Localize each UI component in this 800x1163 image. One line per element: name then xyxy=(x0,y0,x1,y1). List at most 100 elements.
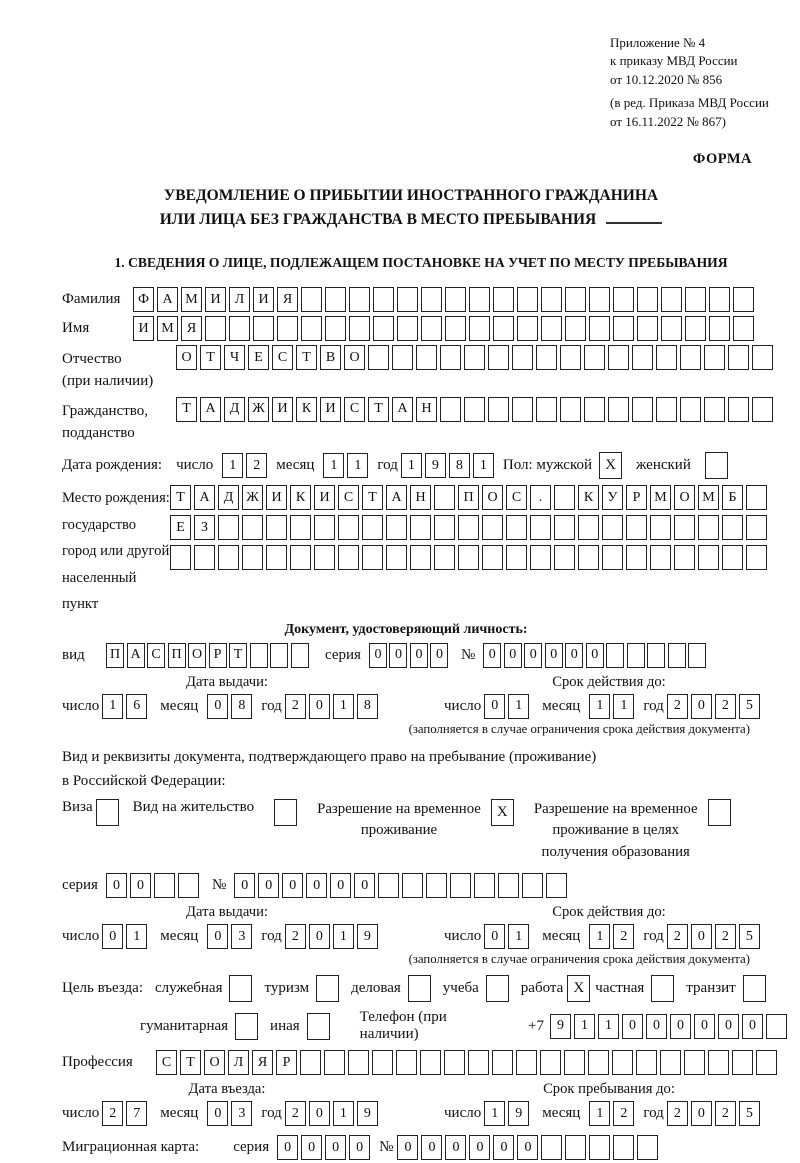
char-cell[interactable] xyxy=(698,545,719,571)
char-cell[interactable] xyxy=(565,287,586,313)
char-cell[interactable]: 0 xyxy=(207,693,229,719)
char-cell[interactable] xyxy=(685,287,706,313)
char-cell[interactable]: Д xyxy=(218,485,239,511)
char-cell[interactable]: 9 xyxy=(550,1013,571,1039)
char-cell[interactable] xyxy=(266,545,287,571)
char-cell[interactable]: 2 xyxy=(666,693,688,719)
char-cell[interactable]: 1 xyxy=(323,453,345,479)
char-cell[interactable]: 0 xyxy=(301,1135,323,1161)
char-cell[interactable] xyxy=(626,642,645,668)
char-cell[interactable]: Е xyxy=(170,515,191,541)
char-cell[interactable]: 9 xyxy=(424,453,446,479)
char-cell[interactable] xyxy=(589,316,610,342)
char-cell[interactable]: А xyxy=(386,485,407,511)
char-cell[interactable] xyxy=(338,545,359,571)
char-cell[interactable] xyxy=(512,345,533,371)
char-cell[interactable] xyxy=(458,545,479,571)
char-cell[interactable] xyxy=(674,515,695,541)
purpose-chastnaya-checkbox[interactable] xyxy=(651,975,675,1003)
char-cell[interactable] xyxy=(290,545,311,571)
char-cell[interactable] xyxy=(445,316,466,342)
char-cell[interactable] xyxy=(588,1050,609,1076)
char-cell[interactable]: П xyxy=(458,485,479,511)
char-cell[interactable] xyxy=(541,1135,563,1161)
char-cell[interactable]: Ж xyxy=(248,396,269,422)
char-cell[interactable] xyxy=(416,345,437,371)
char-cell[interactable]: А xyxy=(200,396,221,422)
char-cell[interactable] xyxy=(372,1050,393,1076)
char-cell[interactable] xyxy=(589,1135,611,1161)
purpose-delovaya-checkbox[interactable] xyxy=(407,975,431,1003)
char-cell[interactable]: 0 xyxy=(308,1101,330,1127)
char-cell[interactable]: 1 xyxy=(102,693,124,719)
char-cell[interactable] xyxy=(218,545,239,571)
char-cell[interactable] xyxy=(434,485,455,511)
char-cell[interactable]: 0 xyxy=(718,1013,739,1039)
char-cell[interactable]: 0 xyxy=(430,642,449,668)
char-cell[interactable]: 0 xyxy=(690,1101,712,1127)
char-cell[interactable] xyxy=(680,396,701,422)
purpose-gumanitarnaya-checkbox[interactable] xyxy=(235,1012,259,1040)
char-cell[interactable] xyxy=(338,515,359,541)
char-cell[interactable]: В xyxy=(320,345,341,371)
char-cell[interactable]: 2 xyxy=(613,1101,635,1127)
char-cell[interactable] xyxy=(493,316,514,342)
char-cell[interactable]: 0 xyxy=(207,1101,229,1127)
char-cell[interactable] xyxy=(632,345,653,371)
char-cell[interactable] xyxy=(421,287,442,313)
char-cell[interactable]: С xyxy=(272,345,293,371)
char-cell[interactable] xyxy=(177,873,199,899)
char-cell[interactable] xyxy=(530,515,551,541)
char-cell[interactable]: И xyxy=(253,287,274,313)
char-cell[interactable] xyxy=(709,287,730,313)
char-cell[interactable]: Б xyxy=(722,485,743,511)
char-cell[interactable]: С xyxy=(338,485,359,511)
char-cell[interactable] xyxy=(402,873,424,899)
char-cell[interactable]: 5 xyxy=(738,693,760,719)
char-cell[interactable] xyxy=(530,545,551,571)
char-cell[interactable] xyxy=(560,396,581,422)
char-cell[interactable]: Т xyxy=(368,396,389,422)
char-cell[interactable] xyxy=(746,485,767,511)
char-cell[interactable] xyxy=(589,287,610,313)
char-cell[interactable]: 0 xyxy=(484,693,506,719)
residence-permit-checkbox[interactable] xyxy=(274,798,298,826)
char-cell[interactable] xyxy=(434,515,455,541)
char-cell[interactable] xyxy=(698,515,719,541)
char-cell[interactable] xyxy=(516,1050,537,1076)
char-cell[interactable] xyxy=(410,545,431,571)
char-cell[interactable]: 0 xyxy=(670,1013,691,1039)
char-cell[interactable] xyxy=(613,316,634,342)
char-cell[interactable]: 0 xyxy=(622,1013,643,1039)
purpose-inaya-checkbox[interactable] xyxy=(306,1012,330,1040)
char-cell[interactable]: Т xyxy=(180,1050,201,1076)
char-cell[interactable]: 0 xyxy=(234,873,256,899)
char-cell[interactable]: П xyxy=(106,642,124,668)
char-cell[interactable] xyxy=(647,642,666,668)
char-cell[interactable]: 0 xyxy=(484,924,506,950)
char-cell[interactable]: И xyxy=(272,396,293,422)
char-cell[interactable]: 1 xyxy=(613,693,635,719)
char-cell[interactable] xyxy=(373,316,394,342)
char-cell[interactable]: Ч xyxy=(224,345,245,371)
char-cell[interactable]: М xyxy=(698,485,719,511)
char-cell[interactable]: О xyxy=(482,485,503,511)
char-cell[interactable]: И xyxy=(314,485,335,511)
char-cell[interactable] xyxy=(650,515,671,541)
char-cell[interactable]: А xyxy=(157,287,178,313)
char-cell[interactable] xyxy=(626,545,647,571)
char-cell[interactable]: 0 xyxy=(354,873,376,899)
char-cell[interactable] xyxy=(756,1050,777,1076)
char-cell[interactable]: 1 xyxy=(598,1013,619,1039)
char-cell[interactable] xyxy=(324,1050,345,1076)
female-checkbox[interactable] xyxy=(704,452,728,480)
char-cell[interactable] xyxy=(674,545,695,571)
char-cell[interactable] xyxy=(602,545,623,571)
char-cell[interactable] xyxy=(266,515,287,541)
char-cell[interactable] xyxy=(474,873,496,899)
char-cell[interactable] xyxy=(348,1050,369,1076)
char-cell[interactable] xyxy=(270,642,288,668)
char-cell[interactable]: 1 xyxy=(347,453,369,479)
char-cell[interactable]: Р xyxy=(626,485,647,511)
char-cell[interactable] xyxy=(349,316,370,342)
